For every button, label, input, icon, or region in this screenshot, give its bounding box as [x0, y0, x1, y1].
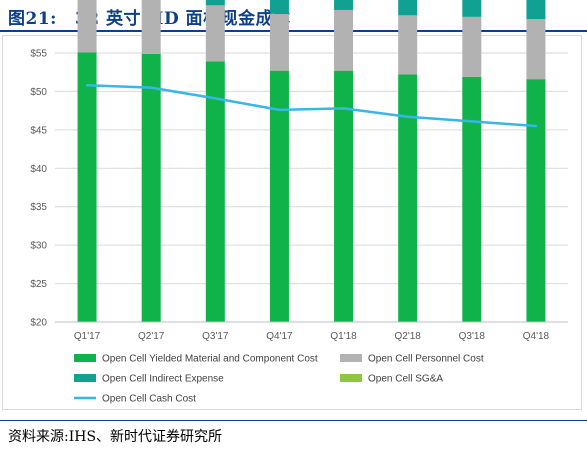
legend-item: Open Cell Cash Cost — [74, 394, 196, 405]
x-tick-label: Q1'17 — [74, 331, 101, 342]
legend-label: Open Cell Personnel Cost — [368, 354, 484, 365]
bar-stack — [334, 0, 354, 322]
cash-cost-line — [85, 84, 538, 128]
bar-segment — [398, 0, 418, 16]
bar-stack — [462, 0, 482, 322]
grid-lines — [55, 52, 568, 323]
x-tick-label: Q1'18 — [330, 331, 357, 342]
bar-segment — [526, 0, 546, 20]
bar-segment — [334, 0, 354, 10]
bar-segment — [462, 16, 482, 77]
legend-swatch — [340, 354, 362, 362]
x-tick-label: Q2'17 — [138, 331, 165, 342]
bar-segment — [205, 5, 225, 62]
figure-title-text: 32 英寸 HD 面板现金成本 — [74, 9, 291, 29]
chart-legend: Open Cell Yielded Material and Component… — [74, 354, 484, 405]
cash-cost-point — [470, 120, 474, 123]
y-tick-label: $45 — [30, 125, 47, 136]
y-tick-label: $20 — [30, 318, 47, 329]
y-axis: $20 $25 $30 $35 $40 $45 $50 $55 — [30, 49, 47, 329]
title-divider — [0, 30, 587, 32]
legend-item: Open Cell Indirect Expense — [74, 374, 224, 385]
figure-number: 图21: — [8, 9, 57, 29]
legend-swatch — [74, 354, 96, 362]
legend-swatch — [74, 374, 96, 382]
y-tick-label: $30 — [30, 241, 47, 252]
y-tick-label: $50 — [30, 87, 47, 98]
cash-cost-point — [342, 107, 345, 110]
cash-cost-line-path — [87, 84, 537, 128]
cash-cost-point — [214, 97, 217, 100]
bar-stack — [205, 0, 225, 322]
legend-label: Open Cell SG&A — [368, 374, 443, 385]
bar-segment — [334, 70, 354, 322]
cash-cost-point — [85, 84, 89, 87]
bar-stack — [77, 0, 97, 322]
source-divider — [0, 420, 587, 421]
bar-segment — [205, 61, 225, 322]
bar-segment — [462, 0, 482, 17]
bar-segment — [526, 79, 546, 322]
y-tick-label: $55 — [30, 49, 47, 60]
bar-stack — [141, 0, 161, 323]
stacked-bar-chart: $20 $25 $30 $35 $40 $45 $50 $55 Q1'17 Q2'17 Q3'17… — [30, 0, 568, 405]
x-tick-label: Q4'18 — [523, 331, 550, 342]
bar-segment — [141, 53, 161, 323]
legend-label: Open Cell Yielded Material and Component… — [102, 354, 318, 365]
x-tick-label: Q2'18 — [395, 331, 422, 342]
cash-cost-point — [406, 115, 409, 118]
chart-frame — [2, 35, 582, 410]
y-tick-label: $25 — [30, 279, 47, 290]
legend-item: Open Cell SG&A — [340, 374, 443, 385]
bar-segment — [77, 0, 97, 53]
source-note: 资料来源:IHS、新时代证券研究所 — [8, 429, 223, 445]
x-axis: Q1'17 Q2'17 Q3'17 Q4'17 Q1'18 Q2'18 Q3'18 Q4'18 — [55, 321, 568, 342]
y-tick-label: $40 — [30, 164, 47, 175]
bar-stacks — [77, 0, 546, 323]
bar-segment — [526, 19, 546, 80]
legend-label: Open Cell Cash Cost — [102, 394, 196, 405]
bar-segment — [141, 0, 161, 54]
legend-swatch — [340, 374, 362, 382]
bar-segment — [269, 70, 289, 322]
x-tick-label: Q3'17 — [202, 331, 229, 342]
bar-stack — [398, 0, 418, 323]
y-tick-label: $35 — [30, 202, 47, 213]
cash-cost-point — [149, 86, 153, 89]
bar-segment — [269, 0, 289, 14]
bar-segment — [77, 52, 97, 322]
bar-segment — [398, 15, 418, 75]
legend-label: Open Cell Indirect Expense — [102, 374, 224, 385]
bar-stack — [269, 0, 289, 322]
figure-title: 图21: 32 英寸 HD 面板现金成本 — [8, 4, 291, 29]
x-tick-label: Q3'18 — [459, 331, 486, 342]
bar-segment — [334, 9, 354, 71]
cash-cost-point — [534, 124, 538, 128]
bar-stack — [526, 0, 546, 322]
x-tick-label: Q4'17 — [266, 331, 293, 342]
bar-segment — [462, 76, 482, 322]
legend-item: Open Cell Personnel Cost — [340, 354, 484, 365]
legend-item: Open Cell Yielded Material and Component… — [74, 354, 318, 365]
bar-segment — [269, 13, 289, 71]
cash-cost-point — [278, 108, 281, 112]
bar-segment — [205, 0, 225, 6]
bar-segment — [398, 74, 418, 323]
